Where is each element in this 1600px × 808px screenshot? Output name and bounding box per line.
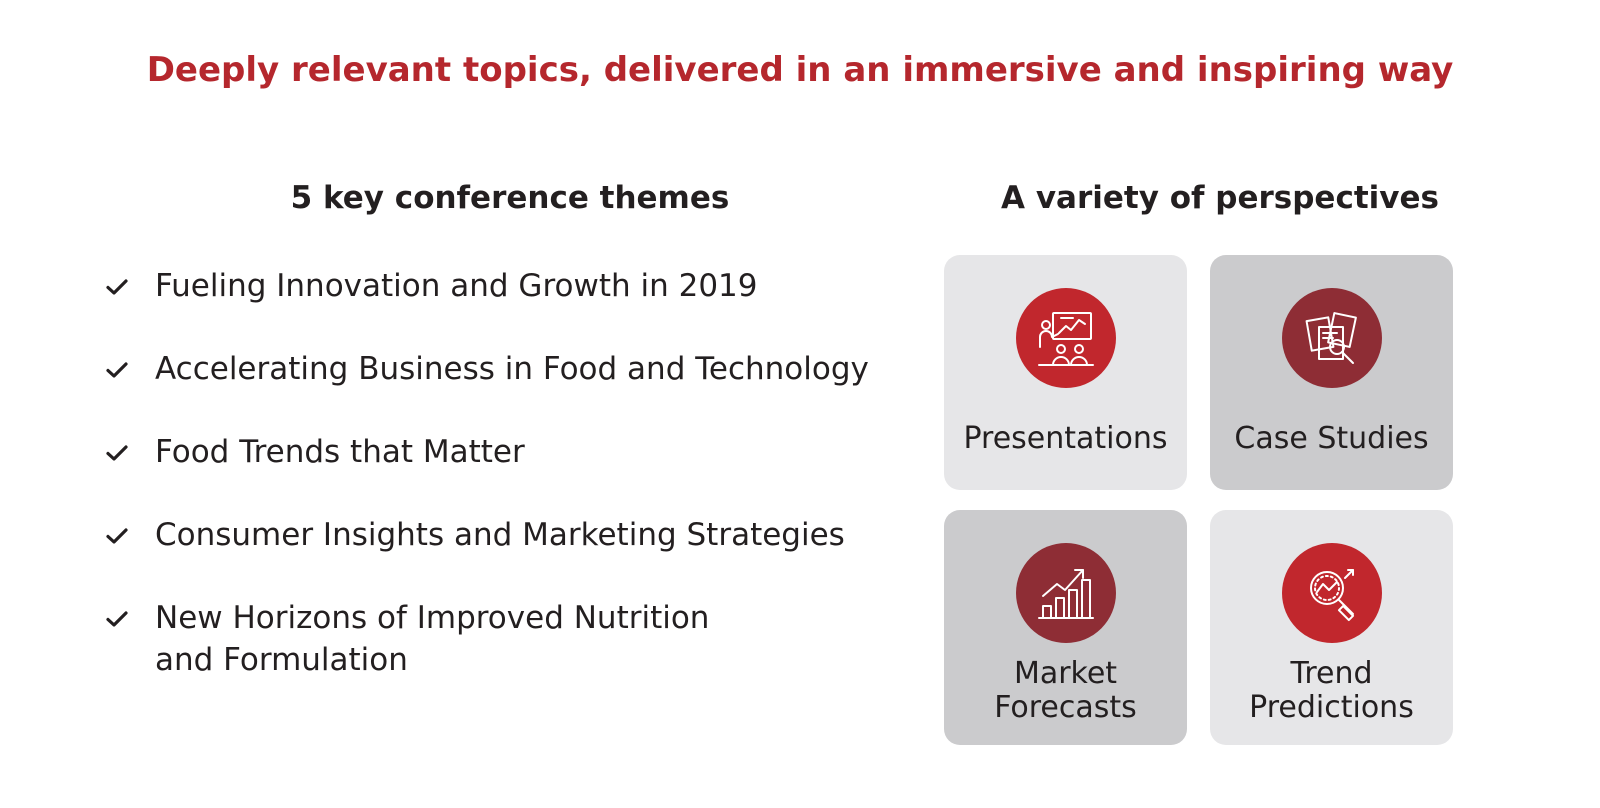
tile-case-studies: Case Studies (1210, 255, 1453, 490)
checkmark-icon (106, 362, 128, 378)
tile-badge (1016, 543, 1116, 643)
tile-badge (1282, 288, 1382, 388)
themes-title: 5 key conference themes (290, 180, 730, 216)
tile-badge (1282, 543, 1382, 643)
theme-label: New Horizons of Improved Nutrition and F… (155, 600, 710, 678)
tile-label: Case Studies (1234, 421, 1429, 456)
theme-label: Food Trends that Matter (155, 434, 525, 470)
theme-item: Food Trends that Matter (105, 431, 925, 473)
checkmark-icon (106, 445, 128, 461)
themes-list: Fueling Innovation and Growth in 2019 Ac… (105, 265, 925, 722)
tile-badge (1016, 288, 1116, 388)
theme-item: Consumer Insights and Marketing Strategi… (105, 514, 925, 556)
growth-chart-icon (1038, 569, 1094, 619)
tile-label: Trend Predictions (1249, 656, 1414, 725)
theme-label: Accelerating Business in Food and Techno… (155, 351, 869, 387)
documents-magnifier-icon (1305, 312, 1357, 364)
theme-label: Consumer Insights and Marketing Strategi… (155, 517, 845, 553)
tile-label: Presentations (963, 421, 1168, 456)
checkmark-icon (106, 611, 128, 627)
theme-item: Fueling Innovation and Growth in 2019 (105, 265, 925, 307)
tile-trend-predictions: Trend Predictions (1210, 510, 1453, 745)
tile-market-forecasts: Market Forecasts (944, 510, 1187, 745)
perspectives-title: A variety of perspectives (1001, 180, 1439, 216)
page-headline: Deeply relevant topics, delivered in an … (146, 50, 1454, 90)
presentation-icon (1038, 312, 1094, 366)
trend-magnifier-icon (1310, 569, 1355, 622)
tile-label: Market Forecasts (994, 656, 1137, 725)
tile-presentations: Presentations (944, 255, 1187, 490)
theme-item: Accelerating Business in Food and Techno… (105, 348, 925, 390)
theme-label: Fueling Innovation and Growth in 2019 (155, 268, 758, 304)
theme-item: New Horizons of Improved Nutrition and F… (105, 597, 925, 681)
checkmark-icon (106, 279, 128, 295)
checkmark-icon (106, 528, 128, 544)
